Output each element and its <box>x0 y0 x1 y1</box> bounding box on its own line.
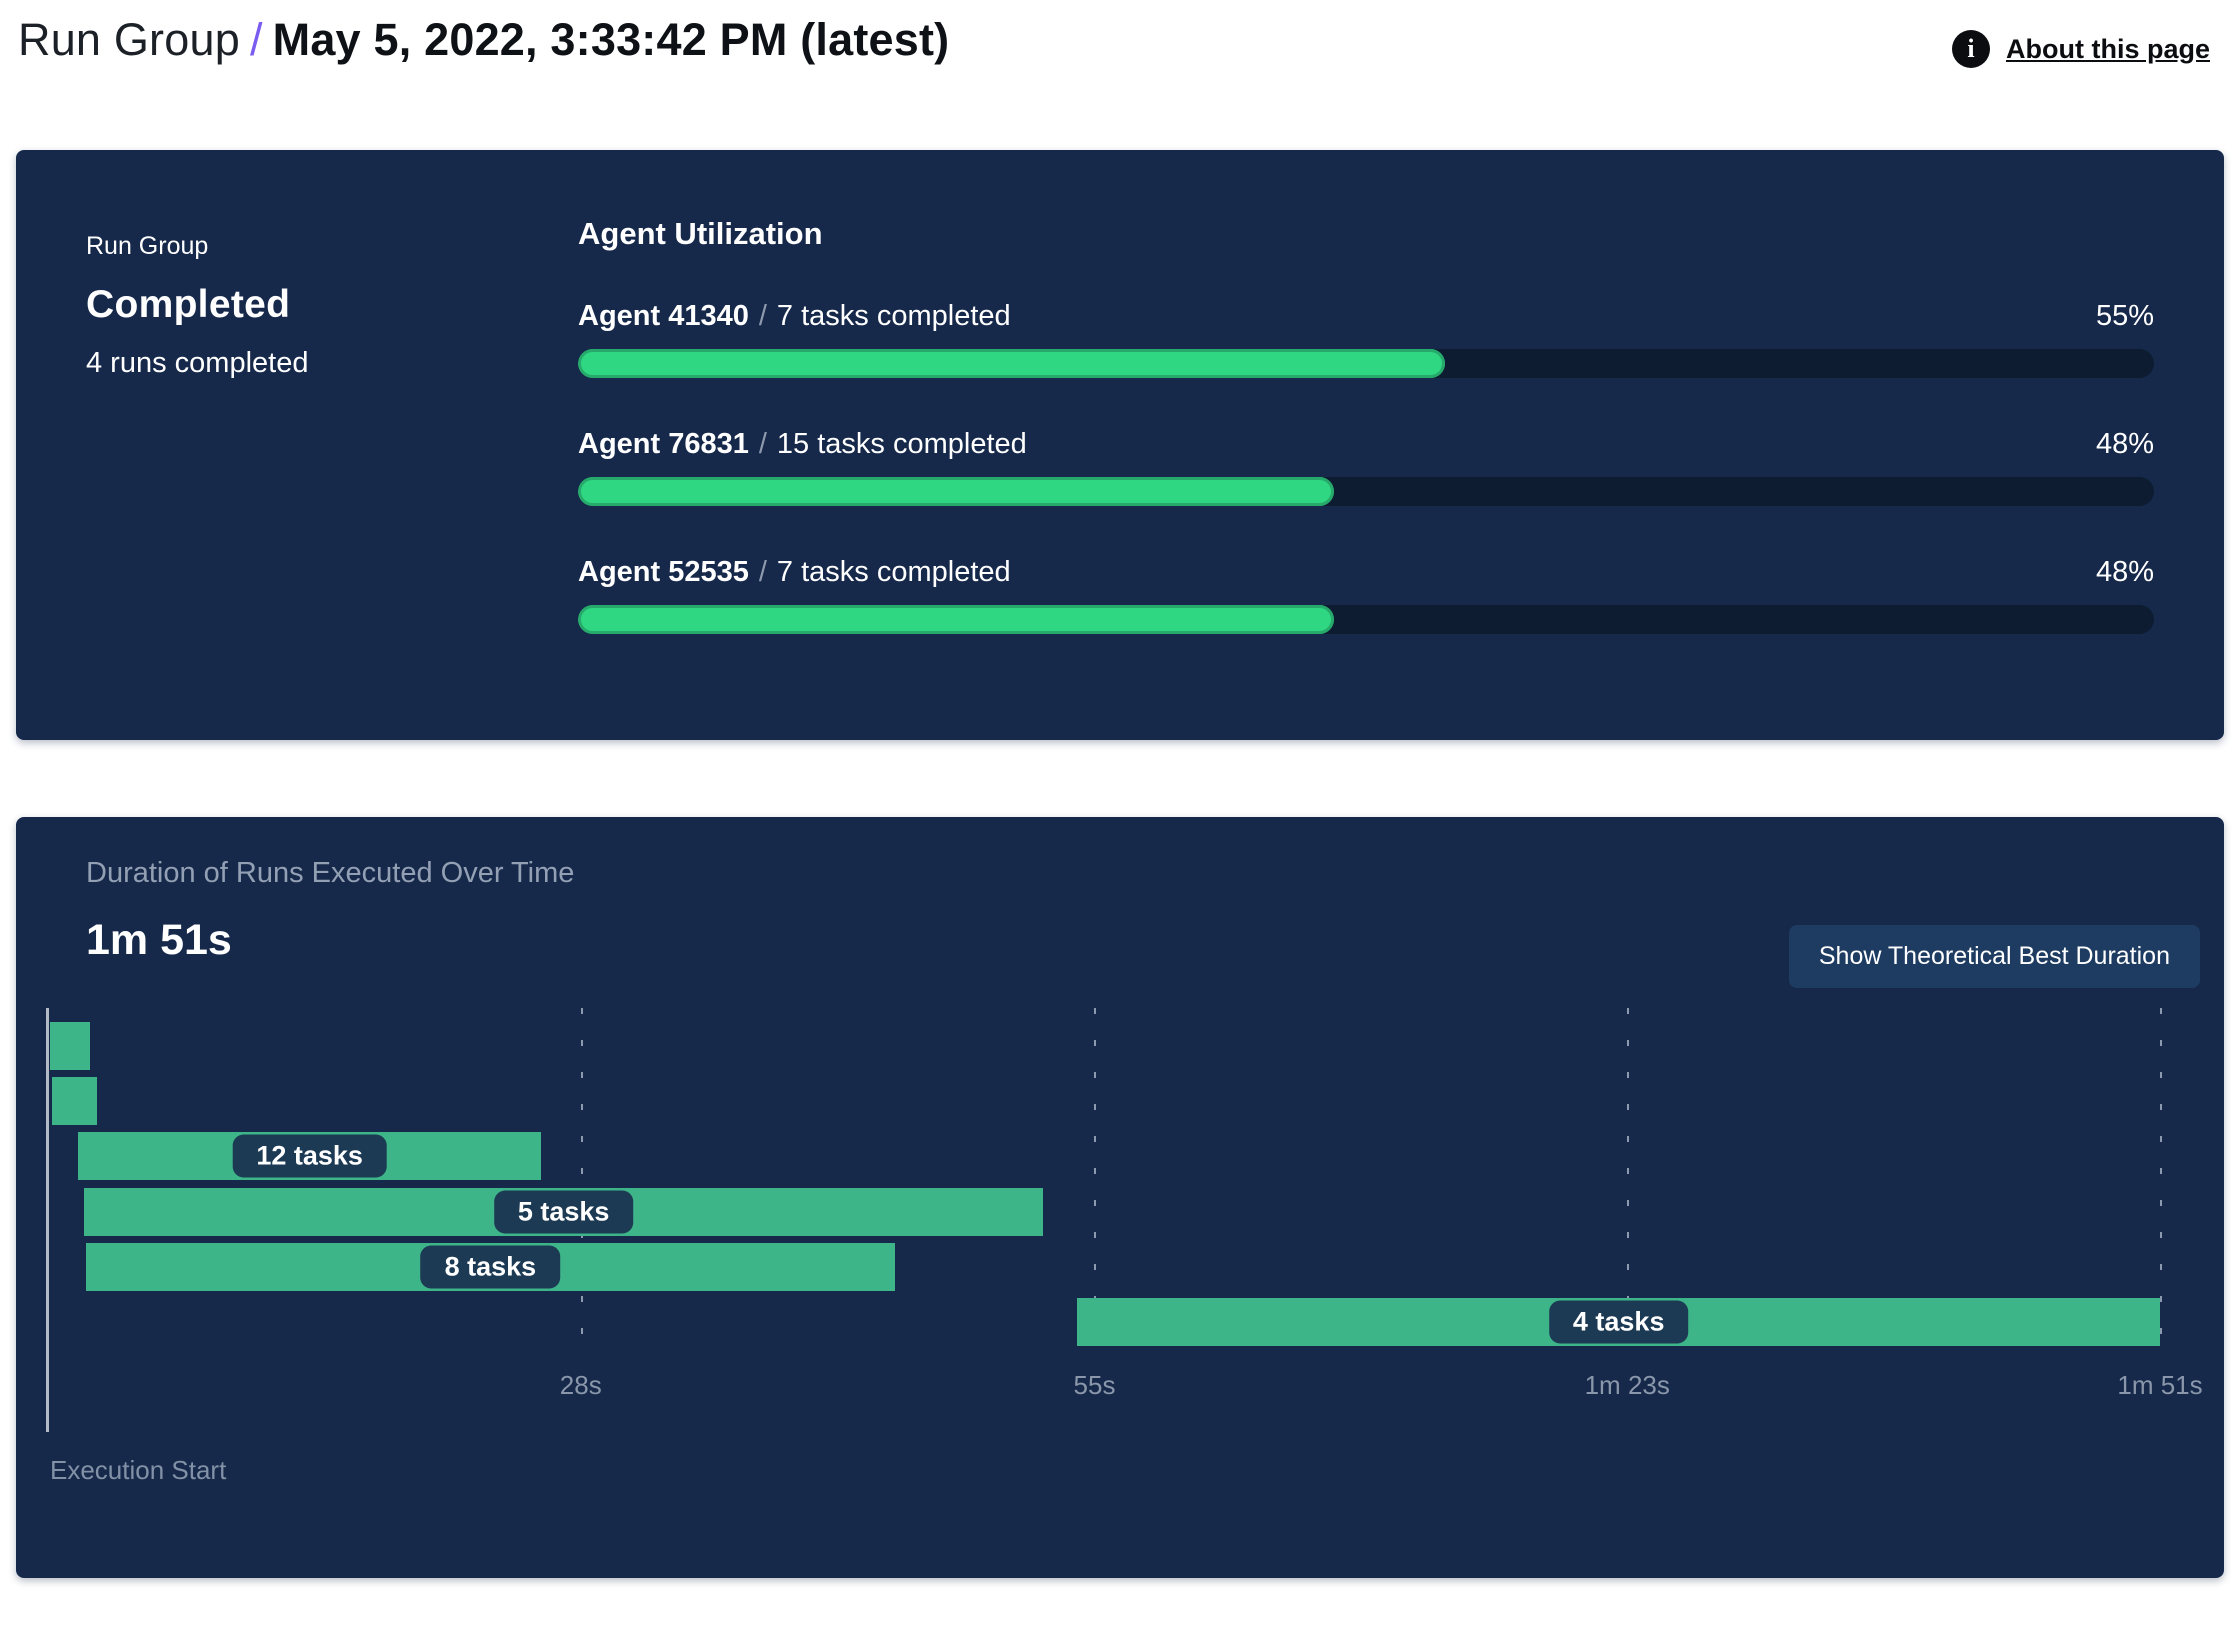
run-group-label: Run Group <box>86 232 209 260</box>
gridline <box>1627 1008 1630 1360</box>
utilization-fill <box>578 477 1335 506</box>
breadcrumb: Run Group / May 5, 2022, 3:33:42 PM (lates… <box>18 12 949 66</box>
agent-separator: / <box>758 556 767 588</box>
agent-tasks-completed: 15 tasks completed <box>776 428 1027 460</box>
agent-utilization-row: Agent 52535 / 7 tasks completed 48% <box>578 556 2154 634</box>
execution-start-axis-line <box>46 1008 49 1432</box>
task-count-badge: 12 tasks <box>232 1134 387 1178</box>
agent-utilization-percent: 55% <box>2095 300 2154 332</box>
duration-panel: Duration of Runs Executed Over Time 1m 5… <box>16 817 2224 1578</box>
agent-utilization-title: Agent Utilization <box>578 216 823 251</box>
utilization-track <box>578 349 2154 378</box>
about-this-page-label: About this page <box>2006 33 2210 64</box>
agent-row-header: Agent 76831 / 15 tasks completed 48% <box>578 428 2154 461</box>
agent-separator: / <box>758 300 767 332</box>
agent-utilization-percent: 48% <box>2095 428 2154 460</box>
utilization-track <box>578 477 2154 506</box>
utilization-fill <box>578 349 1445 378</box>
utilization-fill <box>578 605 1335 634</box>
runs-completed-count: 4 runs completed <box>86 347 309 379</box>
page-title: May 5, 2022, 3:33:42 PM (latest) <box>272 14 950 65</box>
axis-tick-label: 1m 51s <box>2117 1370 2203 1400</box>
duration-chart-title: Duration of Runs Executed Over Time <box>86 857 575 889</box>
task-count-badge: 4 tasks <box>1548 1300 1689 1344</box>
info-icon: i <box>1952 30 1990 68</box>
total-duration: 1m 51s <box>86 916 232 964</box>
run-group-status: Completed <box>86 283 291 326</box>
utilization-track <box>578 605 2154 634</box>
run-group-panel: Run Group Completed 4 runs completed Age… <box>16 150 2224 740</box>
page-header: Run Group / May 5, 2022, 3:33:42 PM (lates… <box>0 0 2240 68</box>
run-group-summary: Run Group Completed 4 runs completed <box>16 150 562 740</box>
breadcrumb-slash: / <box>249 14 263 65</box>
agent-name: Agent 76831 <box>578 428 749 460</box>
agent-utilization-section: Agent Utilization Agent 41340 / 7 tasks … <box>562 150 2224 740</box>
agent-tasks-completed: 7 tasks completed <box>776 556 1011 588</box>
about-this-page-link[interactable]: i About this page <box>1952 30 2210 68</box>
agent-utilization-row: Agent 41340 / 7 tasks completed 55% <box>578 300 2154 378</box>
breadcrumb-run-group[interactable]: Run Group <box>18 14 240 65</box>
gantt-chart: 28s 55s 1m 23s 1m 51s 12 tasks 5 tasks 8 tasks… <box>48 1008 2203 1400</box>
axis-tick-label: 55s <box>1073 1370 1116 1400</box>
run-bar[interactable]: 5 tasks <box>84 1188 1044 1236</box>
agent-utilization-percent: 48% <box>2095 556 2154 588</box>
axis-tick-label: 1m 23s <box>1584 1370 1670 1400</box>
run-bar[interactable] <box>51 1077 98 1125</box>
gridline <box>1094 1008 1097 1360</box>
run-bar[interactable]: 12 tasks <box>78 1132 541 1180</box>
gridline <box>2160 1008 2162 1360</box>
gridline <box>580 1008 583 1360</box>
task-count-badge: 5 tasks <box>493 1190 634 1234</box>
agent-name: Agent 52535 <box>578 556 749 588</box>
axis-tick-label: 28s <box>559 1370 602 1400</box>
run-bar[interactable] <box>49 1022 90 1070</box>
agent-row-header: Agent 52535 / 7 tasks completed 48% <box>578 556 2154 589</box>
agent-name: Agent 41340 <box>578 300 749 332</box>
run-bar[interactable]: 8 tasks <box>86 1243 895 1291</box>
execution-start-label: Execution Start <box>50 1455 227 1485</box>
agent-row-header: Agent 41340 / 7 tasks completed 55% <box>578 300 2154 333</box>
agent-separator: / <box>758 428 767 460</box>
agent-tasks-completed: 7 tasks completed <box>776 300 1011 332</box>
task-count-badge: 8 tasks <box>420 1245 561 1289</box>
run-bar[interactable]: 4 tasks <box>1077 1298 2160 1346</box>
agent-utilization-row: Agent 76831 / 15 tasks completed 48% <box>578 428 2154 506</box>
show-theoretical-best-duration-button[interactable]: Show Theoretical Best Duration <box>1788 925 2200 988</box>
